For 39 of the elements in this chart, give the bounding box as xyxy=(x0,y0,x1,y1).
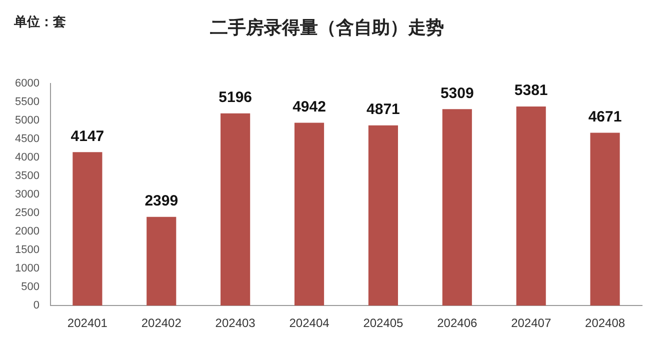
bar xyxy=(442,109,472,306)
bar xyxy=(516,106,546,306)
y-tick-label: 1500 xyxy=(14,244,40,256)
y-tick-label: 5000 xyxy=(14,114,40,127)
x-tick-label: 202408 xyxy=(585,316,626,330)
data-label: 5196 xyxy=(218,88,252,106)
data-label: 2399 xyxy=(144,192,178,210)
x-tick-label: 202402 xyxy=(141,316,182,330)
data-label: 4147 xyxy=(70,128,104,145)
x-tick-label: 202401 xyxy=(67,316,108,330)
data-label: 4671 xyxy=(588,108,622,126)
data-label: 4942 xyxy=(292,98,326,116)
bar xyxy=(294,122,324,306)
chart-title: 二手房录得量（含自助）走势 xyxy=(210,17,444,38)
y-tick-label: 1000 xyxy=(14,262,40,275)
bar xyxy=(590,132,620,306)
y-tick-label: 2000 xyxy=(14,226,40,238)
data-label: 5309 xyxy=(440,84,474,102)
y-tick-label: 2500 xyxy=(14,207,40,220)
bar xyxy=(72,152,102,306)
data-label: 5381 xyxy=(514,82,548,100)
y-tick-label: 5500 xyxy=(14,96,40,108)
bar xyxy=(146,216,176,306)
y-tick-label: 4000 xyxy=(14,152,40,164)
x-tick-label: 202405 xyxy=(363,316,404,330)
y-tick-label: 500 xyxy=(21,281,40,294)
data-label: 4871 xyxy=(366,101,400,118)
x-tick-label: 202403 xyxy=(215,316,256,330)
y-tick-label: 3000 xyxy=(14,188,40,201)
x-tick-label: 202406 xyxy=(437,316,478,330)
y-tick-label: 6000 xyxy=(14,78,40,90)
text: 单位：套 xyxy=(13,14,66,30)
bar xyxy=(220,113,250,306)
bar xyxy=(368,125,398,306)
x-tick-label: 202407 xyxy=(511,316,552,330)
x-tick-label: 202404 xyxy=(289,316,330,330)
y-tick-label: 0 xyxy=(33,300,40,312)
y-tick-label: 3500 xyxy=(14,170,40,182)
y-tick-label: 4500 xyxy=(14,133,40,146)
